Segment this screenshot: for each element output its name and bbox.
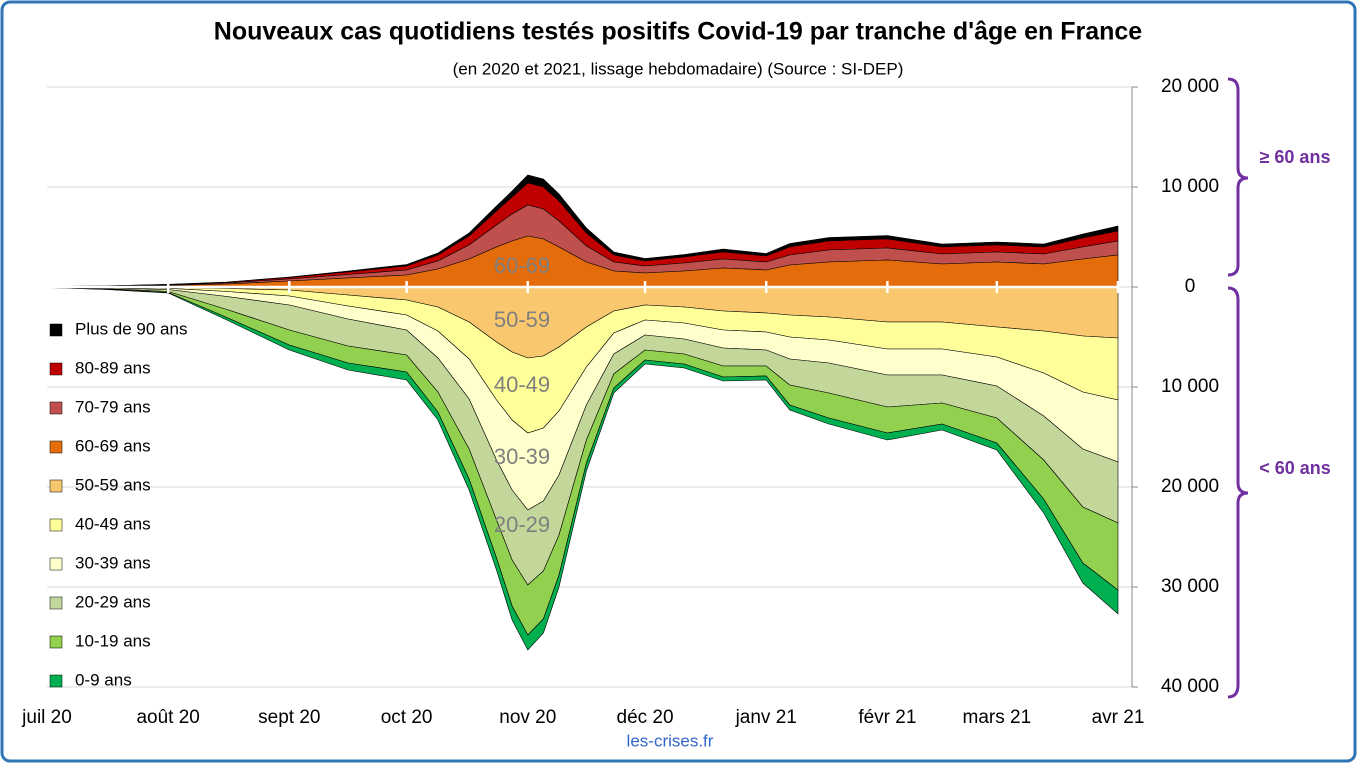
legend-label: Plus de 90 ans: [75, 319, 187, 338]
x-tick-label: févr 21: [858, 707, 916, 728]
bracket: [1227, 286, 1249, 699]
legend-swatch: [49, 518, 63, 532]
legend-label: 60-69 ans: [75, 436, 151, 455]
y-tick-label: 40 000: [1161, 676, 1219, 697]
area: [46, 287, 1119, 651]
x-tick-label: août 20: [136, 707, 199, 728]
y-tick-label: 10 000: [1161, 176, 1219, 197]
y-tick-label: 20 000: [1161, 76, 1219, 97]
x-tick-label: nov 20: [499, 707, 556, 728]
legend-label: 40-49 ans: [75, 514, 151, 533]
y-tick-label: 20 000: [1161, 476, 1219, 497]
annotation: 50-59: [494, 307, 550, 332]
x-tick-label: juil 20: [21, 707, 72, 728]
x-tick-label: déc 20: [617, 707, 674, 728]
legend-swatch: [49, 557, 63, 571]
x-tick-label: avr 21: [1092, 707, 1145, 728]
legend-label: 80-89 ans: [75, 358, 151, 377]
bracket: [1227, 77, 1249, 277]
x-tick-label: janv 21: [735, 707, 797, 728]
x-tick-label: oct 20: [381, 707, 433, 728]
x-tick-label: sept 20: [258, 707, 320, 728]
legend-swatch: [49, 635, 63, 649]
legend-label: 30-39 ans: [75, 553, 151, 572]
legend-swatch: [49, 362, 63, 376]
y-tick-label: 0: [1185, 276, 1196, 297]
y-tick-label: 10 000: [1161, 376, 1219, 397]
legend-label: 10-19 ans: [75, 631, 151, 650]
annotation: 30-39: [494, 444, 550, 469]
chart-title: Nouveaux cas quotidiens testés positifs …: [214, 18, 1143, 46]
legend-swatch: [49, 674, 63, 688]
legend-swatch: [49, 596, 63, 610]
x-tick-label: mars 21: [963, 707, 1032, 728]
annotation: 60-69: [494, 253, 550, 278]
legend-swatch: [49, 479, 63, 493]
legend-label: 20-29 ans: [75, 592, 151, 611]
annotation: 20-29: [494, 512, 550, 537]
bracket-label: < 60 ans: [1259, 458, 1331, 478]
legend-label: 50-59 ans: [75, 475, 151, 494]
legend-swatch: [49, 440, 63, 454]
legend-swatch: [49, 401, 63, 415]
chart-subtitle: (en 2020 et 2021, lissage hebdomadaire) …: [453, 59, 904, 78]
y-tick-label: 30 000: [1161, 576, 1219, 597]
legend-swatch: [49, 323, 63, 337]
source: les-crises.fr: [627, 731, 714, 750]
annotation: 40-49: [494, 372, 550, 397]
legend-label: 0-9 ans: [75, 670, 132, 689]
bracket-label: ≥ 60 ans: [1260, 147, 1331, 167]
legend-label: 70-79 ans: [75, 397, 151, 416]
